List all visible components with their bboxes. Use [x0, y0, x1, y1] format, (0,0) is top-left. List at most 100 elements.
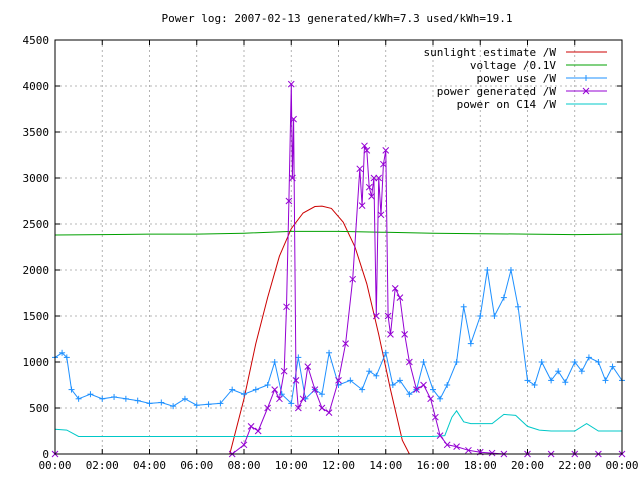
data-point-power-use-w: [87, 391, 94, 398]
data-point-power-use-w: [193, 402, 200, 409]
data-point-power-use-w: [585, 354, 592, 361]
data-point-power-generated-w: [382, 147, 390, 154]
series-layer: [51, 80, 626, 458]
data-point-power-use-w: [507, 267, 514, 273]
data-point-power-generated-w: [436, 432, 444, 439]
data-point-power-generated-w: [304, 363, 312, 370]
x-tick-label: 08:00: [227, 459, 260, 472]
x-tick-label: 16:00: [416, 459, 449, 472]
data-point-power-generated-w: [420, 381, 427, 389]
data-point-power-use-w: [373, 372, 380, 379]
data-point-power-use-w: [420, 359, 427, 365]
data-point-power-use-w: [335, 382, 342, 388]
y-tick-label: 3000: [23, 172, 50, 185]
data-point-power-use-w: [170, 403, 177, 410]
data-point-power-use-w: [318, 391, 325, 398]
y-tick-labels: 0 500 1000 1500 2000 2500 3000 3500 4000 4500: [23, 34, 50, 461]
x-tick-label: 04:00: [133, 459, 166, 472]
y-tick-label: 0: [42, 448, 49, 461]
x-tick-label: 20:00: [511, 459, 544, 472]
x-tick-label: 00:00: [605, 459, 638, 472]
data-point-power-use-w: [111, 393, 118, 400]
y-tick-label: 2500: [23, 218, 50, 231]
data-point-power-generated-w: [290, 115, 297, 123]
data-point-power-use-w: [467, 340, 474, 347]
data-point-power-use-w: [491, 313, 498, 319]
data-point-power-use-w: [75, 395, 82, 402]
data-point-power-use-w: [444, 382, 451, 388]
data-point-power-use-w: [609, 363, 616, 370]
data-point-power-generated-w: [365, 183, 373, 191]
data-point-power-generated-w: [311, 386, 319, 393]
data-point-power-generated-w: [488, 449, 496, 457]
legend-label: power generated /W: [437, 85, 557, 98]
y-tick-label: 1000: [23, 356, 50, 369]
data-point-power-use-w: [217, 400, 224, 407]
data-point-power-use-w: [99, 395, 106, 402]
legend-label: power use /W: [477, 72, 557, 85]
data-point-power-use-w: [158, 399, 165, 406]
data-point-power-generated-w: [299, 395, 307, 403]
data-point-power-use-w: [548, 377, 555, 384]
grid-lines: [54, 39, 623, 455]
data-point-power-use-w: [59, 349, 66, 356]
data-point-power-use-w: [595, 359, 602, 365]
data-point-power-use-w: [477, 313, 484, 319]
x-tick-label: 02:00: [86, 459, 119, 472]
data-point-power-use-w: [389, 382, 396, 388]
data-point-power-use-w: [288, 400, 295, 407]
data-point-power-generated-w: [443, 441, 451, 449]
data-point-power-generated-w: [254, 427, 262, 435]
data-point-power-generated-w: [401, 331, 409, 338]
data-point-power-generated-w: [247, 423, 255, 430]
x-tick-labels: 00:00 02:00 04:00 06:00 08:00 10:00 12:00 14:00…: [38, 459, 638, 472]
data-point-power-use-w: [484, 267, 491, 273]
data-point-power-use-w: [555, 368, 562, 375]
data-point-power-generated-w: [280, 367, 288, 375]
data-point-power-use-w: [295, 354, 302, 361]
data-point-power-generated-w: [380, 160, 387, 168]
data-point-power-generated-w: [325, 409, 333, 416]
data-point-power-generated-w: [318, 404, 326, 412]
data-point-power-generated-w: [335, 377, 342, 384]
data-point-power-use-w: [562, 379, 569, 386]
data-point-power-use-w: [531, 382, 538, 388]
series-line-voltage-0-1v: [54, 230, 623, 236]
data-point-power-use-w: [134, 397, 141, 404]
plot-frame: [54, 39, 623, 455]
data-point-power-generated-w: [391, 285, 399, 292]
data-point-power-generated-w: [377, 211, 385, 219]
data-point-power-use-w: [430, 386, 436, 393]
data-point-power-generated-w: [396, 294, 404, 301]
data-point-power-generated-w: [370, 174, 378, 182]
y-tick-label: 4000: [23, 80, 50, 93]
y-tick-label: 4500: [23, 34, 50, 47]
data-point-power-generated-w: [465, 446, 472, 454]
data-point-power-use-w: [146, 400, 153, 407]
data-point-power-generated-w: [432, 413, 439, 421]
data-point-power-use-w: [396, 377, 403, 384]
data-point-power-use-w: [500, 294, 507, 301]
data-point-power-generated-w: [294, 404, 302, 412]
data-point-power-generated-w: [427, 395, 434, 403]
data-point-power-generated-w: [375, 174, 383, 182]
x-tick-label: 00:00: [38, 459, 71, 472]
data-point-power-use-w: [437, 395, 444, 402]
x-tick-label: 12:00: [322, 459, 355, 472]
data-point-power-generated-w: [283, 303, 290, 311]
data-point-power-use-w: [241, 391, 247, 398]
data-point-power-use-w: [229, 386, 236, 393]
x-tick-label: 18:00: [464, 459, 497, 472]
data-point-power-generated-w: [361, 142, 368, 150]
data-point-power-generated-w: [292, 377, 300, 384]
data-point-power-use-w: [326, 349, 333, 356]
y-tick-label: 1500: [23, 310, 50, 323]
legend-marker: [582, 87, 590, 95]
data-point-power-use-w: [252, 386, 259, 393]
chart-title: Power log: 2007-02-13 generated/kWh=7.3 …: [162, 12, 513, 25]
data-point-power-use-w: [406, 391, 413, 398]
data-point-power-use-w: [359, 386, 366, 393]
data-point-power-use-w: [571, 359, 578, 365]
